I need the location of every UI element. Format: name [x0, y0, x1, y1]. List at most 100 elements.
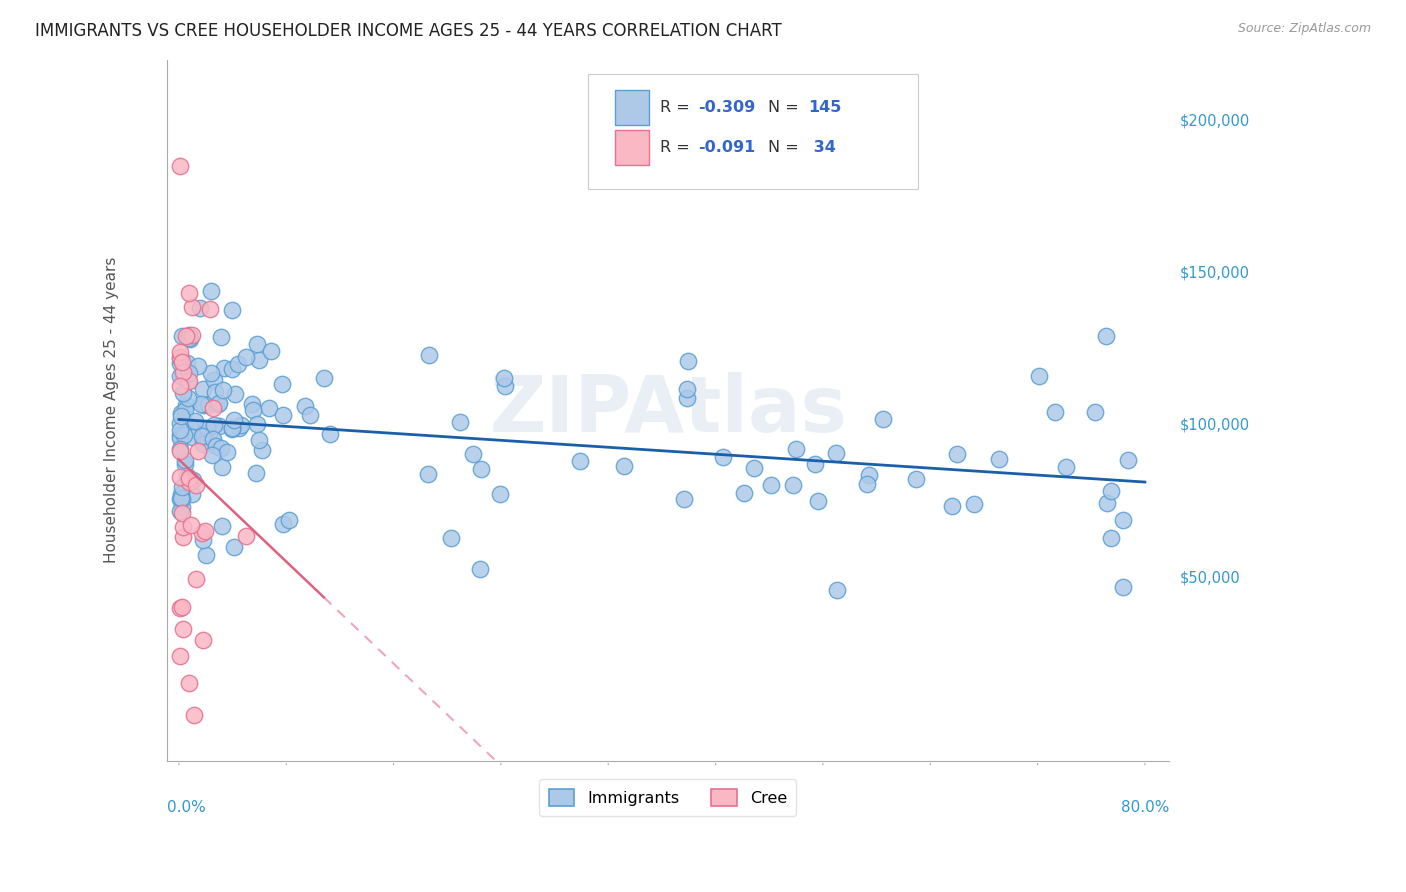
Text: ZIPAtlas: ZIPAtlas: [489, 372, 846, 448]
Point: [461, 447, 484, 461]
Point: [872, 412, 894, 426]
Point: [184, 573, 207, 587]
Text: $100,000: $100,000: [1180, 417, 1250, 433]
Point: [169, 431, 191, 445]
Point: [179, 332, 201, 346]
Point: [194, 524, 217, 538]
Point: [733, 486, 755, 500]
Point: [1045, 405, 1067, 419]
Point: [1099, 484, 1122, 499]
Point: [1054, 459, 1077, 474]
Point: [858, 468, 880, 483]
Point: [1112, 580, 1135, 594]
Text: $50,000: $50,000: [1180, 570, 1241, 585]
Point: [260, 343, 283, 358]
Point: [221, 422, 243, 436]
Point: [183, 708, 205, 723]
Point: [170, 406, 193, 420]
Point: [177, 475, 200, 490]
Point: [204, 384, 226, 399]
Point: [941, 500, 963, 514]
Point: [200, 366, 222, 380]
Point: [181, 473, 204, 487]
Point: [200, 423, 222, 437]
Point: [183, 414, 205, 428]
Point: [176, 374, 198, 388]
Point: [169, 159, 191, 173]
Point: [440, 531, 463, 545]
Point: [211, 519, 233, 533]
Point: [176, 468, 198, 483]
Point: [202, 373, 225, 387]
Point: [963, 497, 986, 511]
Point: [825, 445, 848, 459]
Point: [195, 421, 218, 435]
Point: [169, 368, 191, 383]
Text: N =: N =: [768, 100, 804, 115]
Text: R =: R =: [659, 140, 695, 154]
Point: [169, 442, 191, 457]
Point: [450, 415, 472, 429]
Legend: Immigrants, Cree: Immigrants, Cree: [540, 780, 796, 816]
Point: [186, 477, 208, 491]
Point: [172, 385, 194, 400]
Text: N =: N =: [768, 140, 804, 154]
Point: [169, 469, 191, 483]
Point: [222, 413, 245, 427]
Text: Householder Income Ages 25 - 44 years: Householder Income Ages 25 - 44 years: [104, 257, 120, 564]
Point: [299, 408, 322, 422]
Point: [207, 396, 229, 410]
Point: [191, 431, 214, 445]
Point: [613, 458, 636, 473]
Point: [221, 420, 243, 434]
Point: [785, 442, 807, 456]
Point: [988, 452, 1011, 467]
Point: [1095, 328, 1118, 343]
Point: [494, 378, 516, 392]
Point: [172, 369, 194, 384]
Text: 145: 145: [808, 100, 842, 115]
Text: IMMIGRANTS VS CREE HOUSEHOLDER INCOME AGES 25 - 44 YEARS CORRELATION CHART: IMMIGRANTS VS CREE HOUSEHOLDER INCOME AG…: [35, 22, 782, 40]
Point: [191, 525, 214, 540]
Point: [180, 518, 202, 533]
Point: [319, 427, 342, 442]
Point: [856, 477, 879, 491]
Text: Source: ZipAtlas.com: Source: ZipAtlas.com: [1237, 22, 1371, 36]
Point: [170, 409, 193, 424]
Point: [1095, 496, 1118, 510]
Point: [742, 460, 765, 475]
Point: [221, 302, 243, 317]
Point: [201, 401, 224, 416]
Point: [174, 453, 197, 467]
Point: [294, 399, 316, 413]
Point: [190, 429, 212, 443]
Text: 0.0%: 0.0%: [167, 799, 205, 814]
Point: [228, 421, 250, 435]
Point: [202, 432, 225, 446]
Point: [180, 328, 202, 343]
Point: [169, 345, 191, 359]
Text: R =: R =: [659, 100, 695, 115]
Point: [271, 516, 294, 531]
Point: [169, 504, 191, 518]
Point: [177, 331, 200, 345]
Point: [169, 423, 191, 437]
FancyBboxPatch shape: [614, 90, 650, 125]
Point: [172, 500, 194, 515]
Point: [172, 622, 194, 636]
Text: $200,000: $200,000: [1180, 113, 1250, 128]
Point: [314, 371, 336, 385]
Point: [169, 427, 191, 442]
Point: [177, 391, 200, 405]
FancyBboxPatch shape: [588, 74, 918, 189]
Point: [188, 301, 211, 315]
Point: [678, 354, 700, 368]
Point: [200, 284, 222, 298]
Point: [193, 399, 215, 413]
Point: [215, 445, 238, 459]
Point: [494, 371, 516, 385]
Point: [191, 437, 214, 451]
Point: [169, 356, 191, 370]
Point: [208, 419, 231, 434]
Point: [224, 387, 246, 401]
